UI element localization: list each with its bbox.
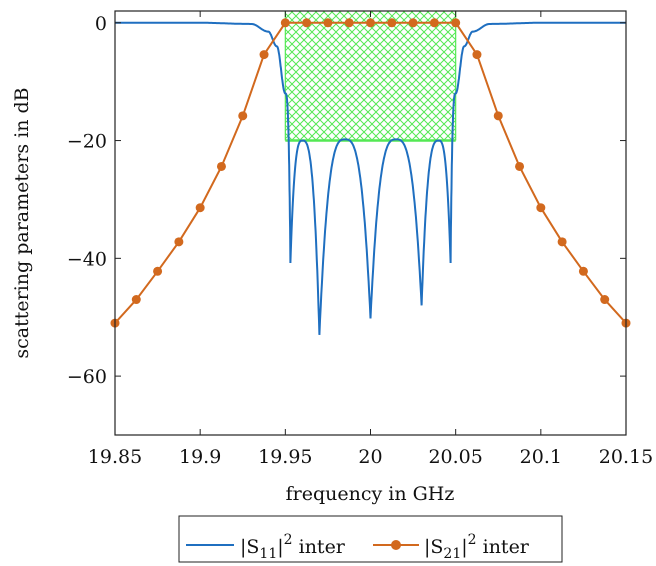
series-s21-point: [408, 18, 418, 28]
legend-marker-s21: [391, 540, 401, 550]
x-axis-label: frequency in GHz: [286, 483, 455, 505]
legend-entry-s11: |S11|2 inter: [240, 532, 346, 562]
legend: |S11|2 inter |S21|2 inter: [178, 515, 563, 563]
series-s21-point: [131, 295, 141, 305]
y-tick-label: −40: [67, 248, 107, 270]
x-tick-label: 19.85: [88, 446, 142, 468]
spec-mask-area: [285, 11, 456, 141]
x-tick-label: 20.05: [428, 446, 482, 468]
x-tick-label: 19.9: [179, 446, 221, 468]
series-s21-point: [493, 111, 503, 121]
series-s21-point: [429, 18, 439, 28]
series-s11-line: [115, 21, 626, 335]
spec-mask-layer: [284, 11, 457, 142]
series-s21-point: [195, 203, 205, 213]
series-s21-point: [238, 111, 248, 121]
series-s21-point: [600, 295, 610, 305]
series-s21-point: [302, 18, 312, 28]
x-tick-label: 19.95: [258, 446, 312, 468]
series-s21-point: [557, 237, 567, 247]
series-s21-point: [174, 237, 184, 247]
x-tick-label: 20.15: [599, 446, 653, 468]
series-s21-point: [451, 18, 461, 28]
series-s21-point: [536, 203, 546, 213]
series-s21-point: [366, 18, 375, 28]
series-s21-point: [259, 50, 269, 60]
y-tick-label: −20: [67, 131, 107, 153]
series-s21-point: [344, 18, 354, 28]
series-s21-point: [280, 18, 290, 28]
y-tick-label: 0: [95, 13, 107, 35]
ticks-layer: 19.85 19.9 19.95 20 20.05 20.1 20.15 0 −20 −40 −60: [67, 11, 653, 468]
series-s21-point: [216, 161, 226, 171]
x-tick-label: 20.1: [520, 446, 562, 468]
series-s21-point: [323, 18, 333, 28]
series-s21-point: [153, 266, 163, 276]
series-s21-point: [472, 50, 482, 60]
series-s21-point: [515, 161, 525, 171]
legend-box: [178, 515, 563, 563]
series-s21-point: [578, 266, 588, 276]
y-tick-label: −60: [67, 366, 107, 388]
x-tick-label: 20: [358, 446, 382, 468]
y-axis-label: scattering parameters in dB: [11, 87, 33, 358]
series-s21-point: [387, 18, 397, 28]
legend-entry-s21: |S21|2 inter: [424, 532, 530, 562]
